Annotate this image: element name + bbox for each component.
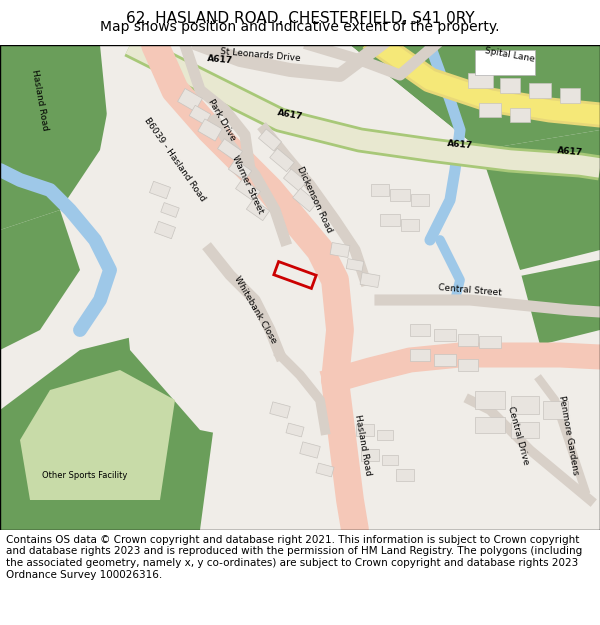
Bar — [510, 108, 530, 122]
Bar — [475, 417, 505, 433]
Bar — [458, 334, 478, 346]
Text: Whitebank Close: Whitebank Close — [232, 275, 278, 345]
Bar — [542, 401, 568, 419]
Bar — [401, 219, 419, 231]
Text: Hasland Road: Hasland Road — [30, 69, 50, 131]
Bar — [380, 214, 400, 226]
Polygon shape — [100, 45, 540, 450]
Bar — [529, 82, 551, 98]
Bar — [154, 221, 176, 239]
Bar — [149, 181, 170, 199]
Bar — [346, 259, 364, 271]
Bar — [236, 179, 260, 201]
Polygon shape — [495, 260, 600, 345]
Bar — [274, 262, 316, 288]
Polygon shape — [0, 210, 80, 350]
Bar — [434, 354, 456, 366]
Text: Park Drive: Park Drive — [206, 98, 238, 142]
Text: Spital Lane: Spital Lane — [484, 46, 536, 64]
Bar — [361, 449, 379, 461]
Text: Hasland Road: Hasland Road — [353, 414, 373, 476]
Text: A617: A617 — [447, 139, 473, 151]
Bar — [330, 242, 350, 258]
Bar — [479, 336, 501, 348]
Text: Contains OS data © Crown copyright and database right 2021. This information is : Contains OS data © Crown copyright and d… — [6, 535, 582, 579]
Bar — [293, 188, 317, 212]
Bar — [475, 391, 505, 409]
Polygon shape — [0, 45, 120, 230]
Bar — [316, 463, 334, 477]
Text: 62, HASLAND ROAD, CHESTERFIELD, S41 0RY: 62, HASLAND ROAD, CHESTERFIELD, S41 0RY — [125, 11, 475, 26]
Polygon shape — [20, 370, 175, 500]
Bar — [270, 148, 294, 172]
Bar — [360, 272, 380, 288]
Bar — [511, 396, 539, 414]
Text: A617: A617 — [277, 108, 304, 122]
Text: Other Sports Facility: Other Sports Facility — [43, 471, 128, 479]
Text: B6039 - Hasland Road: B6039 - Hasland Road — [143, 116, 208, 204]
Bar — [259, 129, 281, 151]
Bar — [479, 103, 501, 117]
Text: A617: A617 — [207, 54, 233, 66]
Bar — [411, 194, 429, 206]
Bar — [390, 189, 410, 201]
Bar — [410, 349, 430, 361]
Bar — [189, 105, 211, 125]
Bar — [410, 324, 430, 336]
Text: Map shows position and indicative extent of the property.: Map shows position and indicative extent… — [100, 20, 500, 34]
Bar — [434, 329, 456, 341]
Bar — [458, 359, 478, 371]
Bar — [283, 169, 307, 191]
Bar — [270, 402, 290, 418]
Bar — [475, 50, 535, 75]
Bar — [382, 455, 398, 465]
Bar — [218, 139, 242, 161]
Text: Penmore Gardens: Penmore Gardens — [557, 394, 580, 476]
Bar — [247, 199, 269, 221]
Bar — [500, 78, 520, 92]
Bar — [396, 469, 414, 481]
Text: St Leonards Drive: St Leonards Drive — [220, 47, 301, 63]
Text: Dickenson Road: Dickenson Road — [296, 166, 334, 234]
Polygon shape — [300, 45, 600, 150]
Bar — [377, 430, 393, 440]
Text: Central Drive: Central Drive — [506, 405, 530, 465]
Bar — [178, 89, 202, 111]
Polygon shape — [0, 330, 220, 530]
Bar — [198, 119, 222, 141]
Bar — [300, 442, 320, 458]
Polygon shape — [470, 130, 600, 270]
Bar — [286, 423, 304, 437]
Bar — [511, 422, 539, 438]
Bar — [356, 424, 374, 436]
Text: Warner Street: Warner Street — [230, 154, 265, 216]
Bar — [467, 72, 493, 88]
Text: Central Street: Central Street — [438, 282, 502, 298]
Bar — [371, 184, 389, 196]
Text: A617: A617 — [557, 146, 583, 158]
Bar — [161, 202, 179, 217]
Bar — [229, 159, 251, 181]
Bar — [560, 88, 580, 103]
